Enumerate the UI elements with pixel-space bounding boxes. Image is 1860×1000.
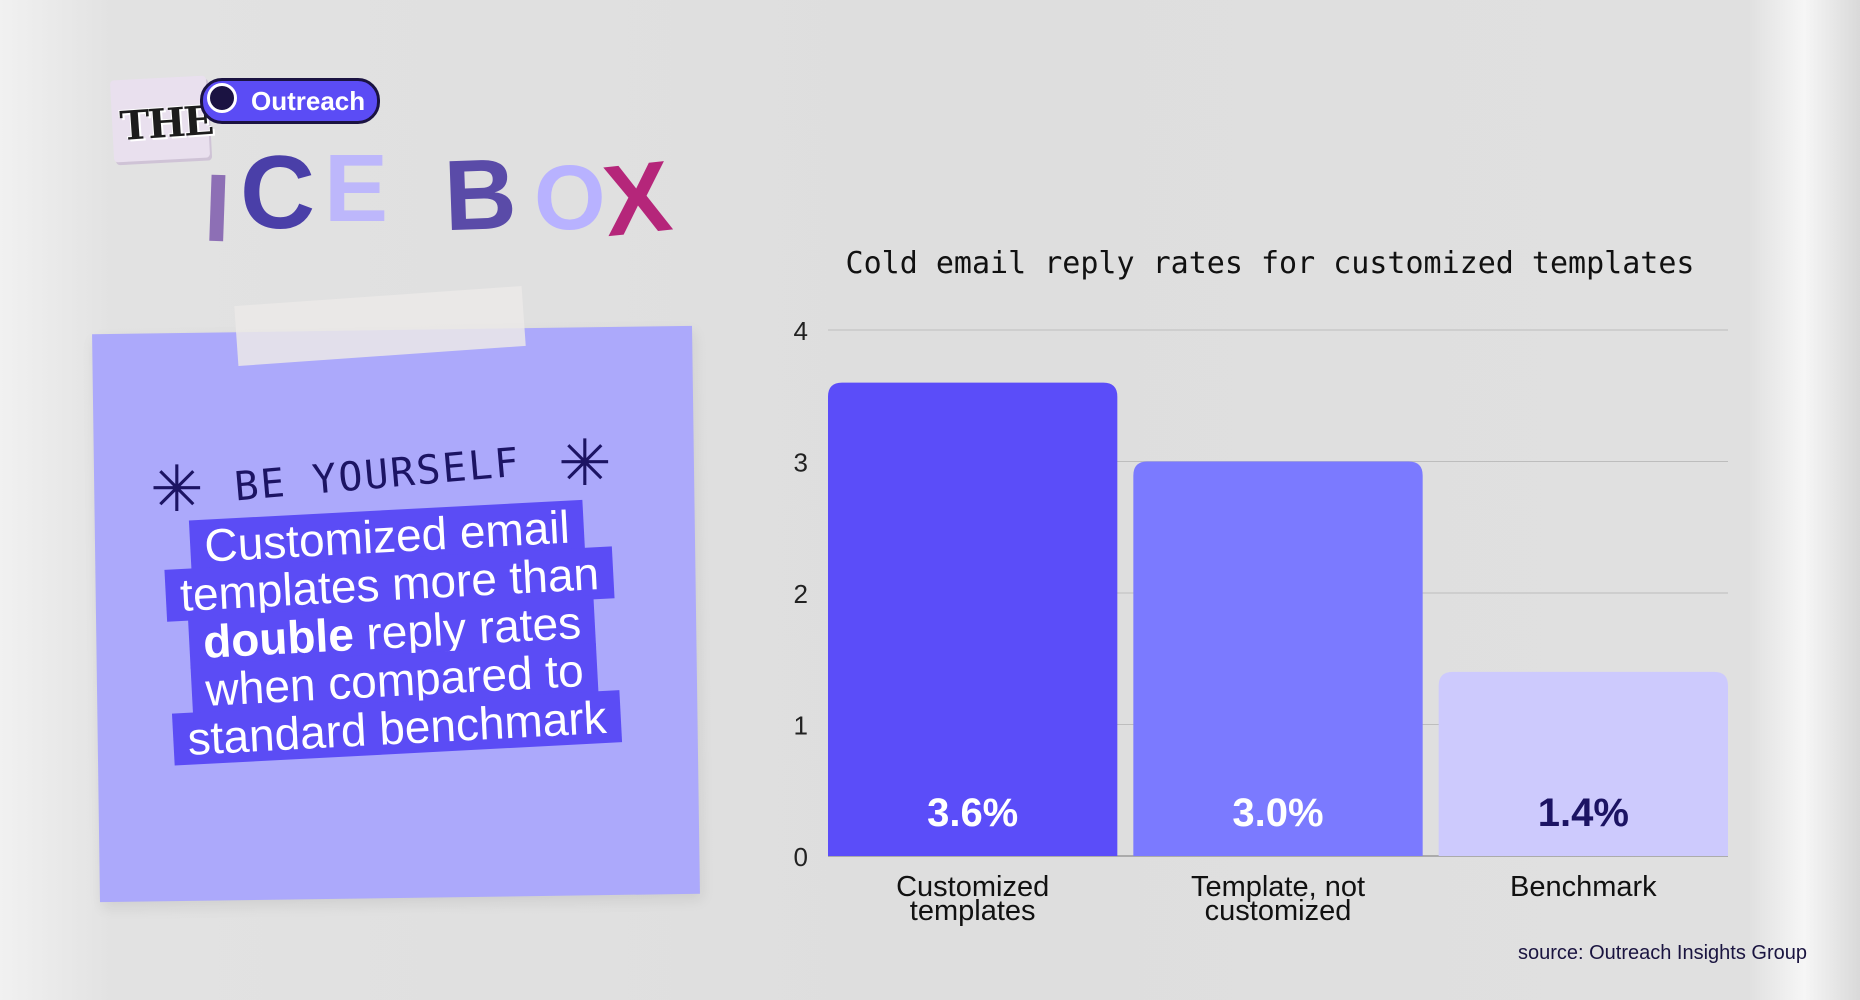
logo-letter-b: B [442,137,519,253]
logo-letter-o: O [534,147,606,249]
headline: Customized email templates more than doubl… [126,499,658,766]
ice-box-logo: THE Outreach I C E B O X [108,75,688,262]
chart-title: Cold email reply rates for customized te… [845,246,1695,281]
logo-letter-x: X [598,139,677,259]
bar-value-label: 3.6% [927,791,1018,835]
logo-letter-c: C [240,135,316,251]
bar [1133,461,1423,856]
outreach-brand-text: Outreach [251,86,366,116]
asterisk-right-icon: ✳ [558,427,612,501]
y-tick-label: 0 [794,842,808,872]
asterisk-left-icon: ✳ [150,453,204,527]
y-tick-label: 4 [794,316,808,346]
outreach-logo-icon [207,83,237,113]
bar-value-label: 1.4% [1538,791,1629,835]
x-category-label: customized [1205,895,1352,927]
icebox-wordmark: I C E B O X [202,128,684,262]
bar [1438,671,1728,856]
x-category-label: templates [910,895,1036,927]
y-tick-label: 2 [794,579,808,609]
outreach-brand-badge: Outreach [200,78,381,124]
x-category-label: Customized [896,871,1049,903]
logo-letter-e1: E [324,135,389,242]
bar-value-label: 3.0% [1232,791,1323,835]
y-tick-label: 1 [794,711,808,741]
x-category-label: Benchmark [1510,871,1657,903]
x-category-label: Template, not [1191,871,1365,903]
logo-letter-i: I [202,154,233,263]
source-note: source: Outreach Insights Group [1517,942,1807,964]
bar [828,382,1118,856]
y-tick-label: 3 [794,448,808,478]
